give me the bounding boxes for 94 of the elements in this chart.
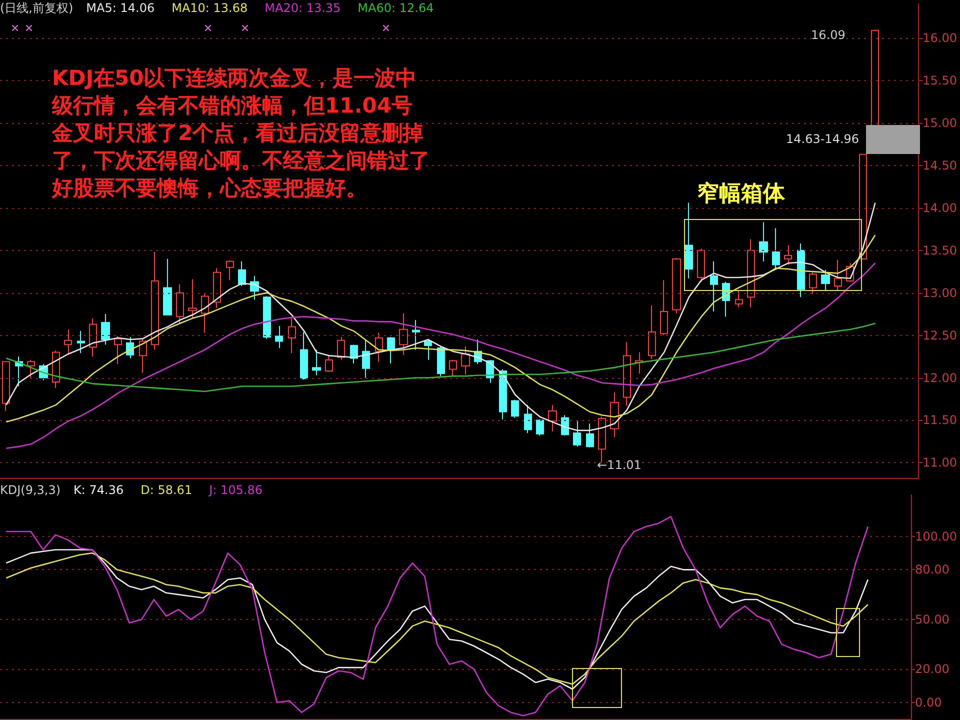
candlestick [263, 296, 271, 340]
text: D: 58.61 [140, 483, 192, 497]
candlestick [275, 325, 283, 349]
y-tick-label: 14.50 [922, 158, 958, 172]
candlestick [710, 260, 718, 312]
annotation: 窄幅箱体 [697, 180, 786, 206]
candlestick [114, 336, 122, 365]
text: MA10: 13.68 [172, 1, 248, 15]
candlestick [660, 280, 668, 336]
candlestick [449, 359, 457, 377]
candlestick [325, 354, 333, 372]
text: K: 74.36 [74, 483, 124, 497]
line-series [6, 516, 869, 716]
line-series [6, 322, 876, 392]
candlestick [226, 260, 234, 281]
candlestick [772, 228, 780, 270]
candlestick [288, 318, 296, 354]
y-tick-label: 14.00 [922, 200, 958, 215]
candlestick [337, 336, 345, 360]
y-tick-label: 13.00 [922, 286, 958, 300]
line-series [6, 234, 876, 423]
candlestick [300, 331, 308, 380]
candlestick [573, 420, 581, 448]
candlestick [499, 368, 507, 420]
candlestick [399, 312, 408, 356]
line-series [6, 262, 876, 449]
chart-title: KDJ(9,3,3) [0, 483, 61, 497]
candlestick [871, 30, 879, 127]
candlestick [524, 404, 532, 434]
candlestick [27, 359, 35, 378]
candlestick [561, 414, 569, 436]
candlestick [685, 202, 693, 279]
candlestick [201, 292, 209, 334]
candlestick [52, 350, 60, 388]
candlestick [797, 243, 805, 298]
candlestick [176, 284, 184, 325]
candlestick [163, 258, 172, 316]
candlestick [188, 278, 197, 319]
candlestick [834, 259, 842, 291]
y-tick-label: 80.00 [915, 562, 950, 577]
candlestick [64, 328, 72, 356]
line-series [6, 202, 876, 432]
y-tick-label: 15.00 [922, 116, 958, 130]
y-tick-label: 11.00 [922, 456, 958, 470]
candlestick [424, 339, 432, 360]
candlestick [362, 339, 370, 378]
candlestick [312, 349, 321, 376]
candlestick [735, 290, 743, 308]
text: MA20: 13.35 [264, 1, 341, 15]
candlestick [139, 338, 147, 374]
candlestick [809, 272, 817, 294]
text: MA60: 12.64 [358, 1, 434, 15]
candlestick [648, 305, 656, 360]
y-tick-label: 0.00 [915, 695, 942, 710]
annotation: 16.09 [811, 28, 846, 42]
candlestick [89, 318, 97, 358]
y-tick-label: 50.00 [915, 612, 950, 626]
candlestick [697, 248, 705, 282]
y-tick-label: 16.00 [922, 30, 958, 45]
text: J: 105.86 [208, 483, 262, 497]
y-tick-label: 20.00 [915, 662, 950, 676]
y-tick-label: 100.00 [915, 529, 958, 544]
candlestick [536, 418, 544, 436]
text: MA5: 14.06 [86, 1, 155, 15]
candlestick [672, 257, 681, 314]
chart-title: (日线,前复权) [0, 1, 74, 15]
candlestick [151, 252, 159, 350]
annotation: ←11.01 [597, 458, 642, 472]
candlestick [238, 260, 246, 287]
candlestick [784, 244, 792, 266]
candlestick [412, 320, 420, 350]
candlestick [387, 336, 395, 364]
candlestick [375, 332, 383, 362]
y-tick-label: 11.50 [922, 413, 958, 428]
candlestick [461, 346, 470, 375]
candlestick [759, 222, 768, 262]
y-tick-label: 15.50 [922, 73, 958, 88]
candlestick [548, 404, 557, 432]
y-tick-label: 13.50 [922, 243, 958, 258]
candlestick [437, 346, 445, 377]
candlestick [821, 269, 830, 292]
candlestick [511, 399, 519, 418]
candlestick [610, 392, 619, 438]
y-tick-label: 12.00 [922, 370, 958, 385]
y-tick-label: 12.50 [922, 328, 958, 342]
candlestick [623, 342, 631, 406]
candlestick [77, 330, 85, 354]
annotation: KDJ在50以下连续两次金叉，是一波中级行情，会有不错的涨幅，但11.04号金叉时只涨了2个点，看过后没留意删掉了，下次还得留心啊。不经意之间错过了好股票不要懊悔，心态要把握好。 [51, 66, 430, 200]
candlestick [2, 361, 10, 412]
candlestick [213, 268, 221, 309]
candlestick [586, 423, 594, 448]
candlestick [101, 314, 110, 346]
annotation: 14.63-14.96 [786, 132, 860, 146]
candlestick [747, 238, 755, 308]
